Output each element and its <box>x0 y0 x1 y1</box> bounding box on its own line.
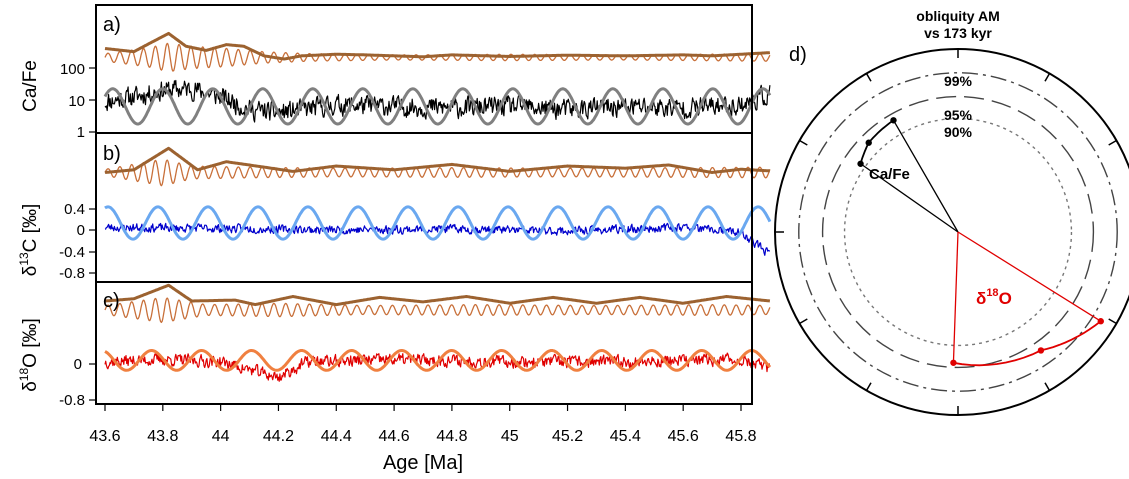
vector-cafe-radial-start <box>860 163 959 233</box>
panel-a-ytick-label-10: 10 <box>68 93 85 110</box>
vector-d18o-point-1 <box>1037 347 1045 354</box>
panel-c-plot <box>104 283 771 382</box>
panel-c-ytick-label-neg0.8: -0.8 <box>59 392 85 409</box>
panel-a-ytick-label-1: 1 <box>77 124 85 141</box>
panel-a-ylabel: Ca/Fe <box>20 60 41 112</box>
panel-b-letter: b) <box>103 143 121 165</box>
vector-d18o-point-0 <box>950 359 957 366</box>
x-tick-label-45.8: 45.8 <box>725 428 756 445</box>
label-90-percent: 90% <box>944 124 973 140</box>
x-tick-label-43.8: 43.8 <box>147 428 178 445</box>
x-tick-label-45: 45 <box>501 428 519 445</box>
panel-b-series-raw-data <box>104 222 770 256</box>
x-tick-label-44.8: 44.8 <box>436 428 467 445</box>
polar-tick <box>865 382 872 391</box>
panel-b-ytick-label-neg0.4: -0.4 <box>59 244 85 261</box>
panel-c-series-obliquity-AM-envelope <box>104 283 771 307</box>
x-tick-label-45.2: 45.2 <box>552 428 583 445</box>
x-tick-label-44.6: 44.6 <box>379 428 410 445</box>
confidence-circle-95% <box>821 95 1095 369</box>
confidence-circle-99% <box>798 72 1118 392</box>
vector-cafe-arc <box>859 119 895 165</box>
vector-label-d18o: δ18O <box>976 287 1012 308</box>
x-tick-label-44.2: 44.2 <box>263 428 294 445</box>
vector-d18o-arc <box>953 320 1102 367</box>
polar-grid <box>774 48 1129 416</box>
panel-d-letter: d) <box>789 44 807 66</box>
x-axis: Age [Ma] 43.6 43.8 44 44.2 44.4 44.6 44.8 45 45.… <box>89 403 757 474</box>
panel-c-ylabel-rest: O [‰] <box>20 318 41 368</box>
panel-b-ytick-label-0: 0 <box>77 222 85 239</box>
vector-cafe-point-2 <box>890 117 897 124</box>
panel-d-title-line1: obliquity AM <box>916 8 999 24</box>
polar-tick <box>799 139 808 146</box>
vector-d18o-point-2 <box>1097 318 1104 325</box>
vector-d18o-radial-end <box>957 231 1102 322</box>
vector-cafe-point-0 <box>857 160 864 167</box>
panel-b-series-obliquity-AM-envelope <box>104 146 771 174</box>
x-tick-label-44: 44 <box>212 428 230 445</box>
panel-d-title-line2: vs 173 kyr <box>924 25 992 41</box>
panel-b-series-obliquity-filter <box>104 159 771 187</box>
panel-b-ylabel-rest: C [‰] <box>20 204 41 253</box>
vector-label-d18o-sup: 18 <box>986 287 998 299</box>
panel-a-ytick-label-100: 100 <box>60 61 85 78</box>
panel-b-ytick-label-neg0.8: -0.8 <box>59 265 85 282</box>
vector-label-d18o-delta: δ <box>976 289 986 308</box>
panel-a-series-raw-data <box>104 79 771 123</box>
panel-c-ylabel: δ18O [‰] <box>17 318 41 392</box>
polar-tick <box>865 73 872 82</box>
panel-a-series-obliquity-AM-fit <box>103 87 772 126</box>
panel-c-ytick-label-0: 0 <box>74 356 82 373</box>
vector-label-cafe: Ca/Fe <box>869 166 910 183</box>
panel-b-ylabel: δ13C [‰] <box>17 204 41 277</box>
panel-b-plot <box>104 146 772 256</box>
polar-tick <box>1108 139 1117 146</box>
panel-c-series-obliquity-AM-fit <box>104 349 771 372</box>
vector-cafe-radial-end <box>892 119 959 233</box>
polar-tick <box>1108 318 1117 325</box>
vector-cafe-point-1 <box>865 139 872 146</box>
panel-c-letter: c) <box>103 290 120 312</box>
label-95-percent: 95% <box>944 107 973 123</box>
x-tick-label-44.4: 44.4 <box>321 428 352 445</box>
polar-tick <box>799 318 808 325</box>
polar-tick <box>1044 382 1051 391</box>
panel-b-ytick-label-0.4: 0.4 <box>64 201 85 218</box>
confidence-circle-90% <box>843 117 1073 347</box>
panel-b: b) 0.4 0 -0.4 -0.8 δ13C [‰] <box>17 132 772 283</box>
x-tick-label-43.6: 43.6 <box>89 428 120 445</box>
panel-c-ylabel-sup: 18 <box>17 368 31 382</box>
panel-c-ylabel-delta: δ <box>20 381 41 392</box>
x-tick-label-45.4: 45.4 <box>610 428 641 445</box>
x-axis-label: Age [Ma] <box>383 452 463 474</box>
panel-b-ylabel-sup: 13 <box>17 252 31 266</box>
panel-d: d) obliquity AM vs 173 kyr 99% 95% 90% C… <box>774 8 1129 416</box>
panel-a-plot <box>103 31 772 126</box>
panel-a-series-obliquity-AM-envelope <box>104 31 771 61</box>
panel-c-series-obliquity-filter <box>104 297 771 324</box>
polar-vectors <box>857 117 1104 367</box>
x-tick-label-45.6: 45.6 <box>668 428 699 445</box>
panel-a: a) 100 10 1 Ca/Fe <box>20 4 772 141</box>
panel-c: c) 0 -0.8 δ18O [‰] <box>17 281 771 409</box>
panel-b-ylabel-delta: δ <box>20 266 41 277</box>
vector-label-d18o-rest: O <box>999 289 1012 308</box>
panel-a-letter: a) <box>103 14 121 36</box>
polar-tick <box>1044 73 1051 82</box>
panel-b-series-obliquity-AM-fit <box>104 205 772 241</box>
vector-d18o-radial-start <box>952 231 959 363</box>
label-99-percent: 99% <box>944 73 973 89</box>
